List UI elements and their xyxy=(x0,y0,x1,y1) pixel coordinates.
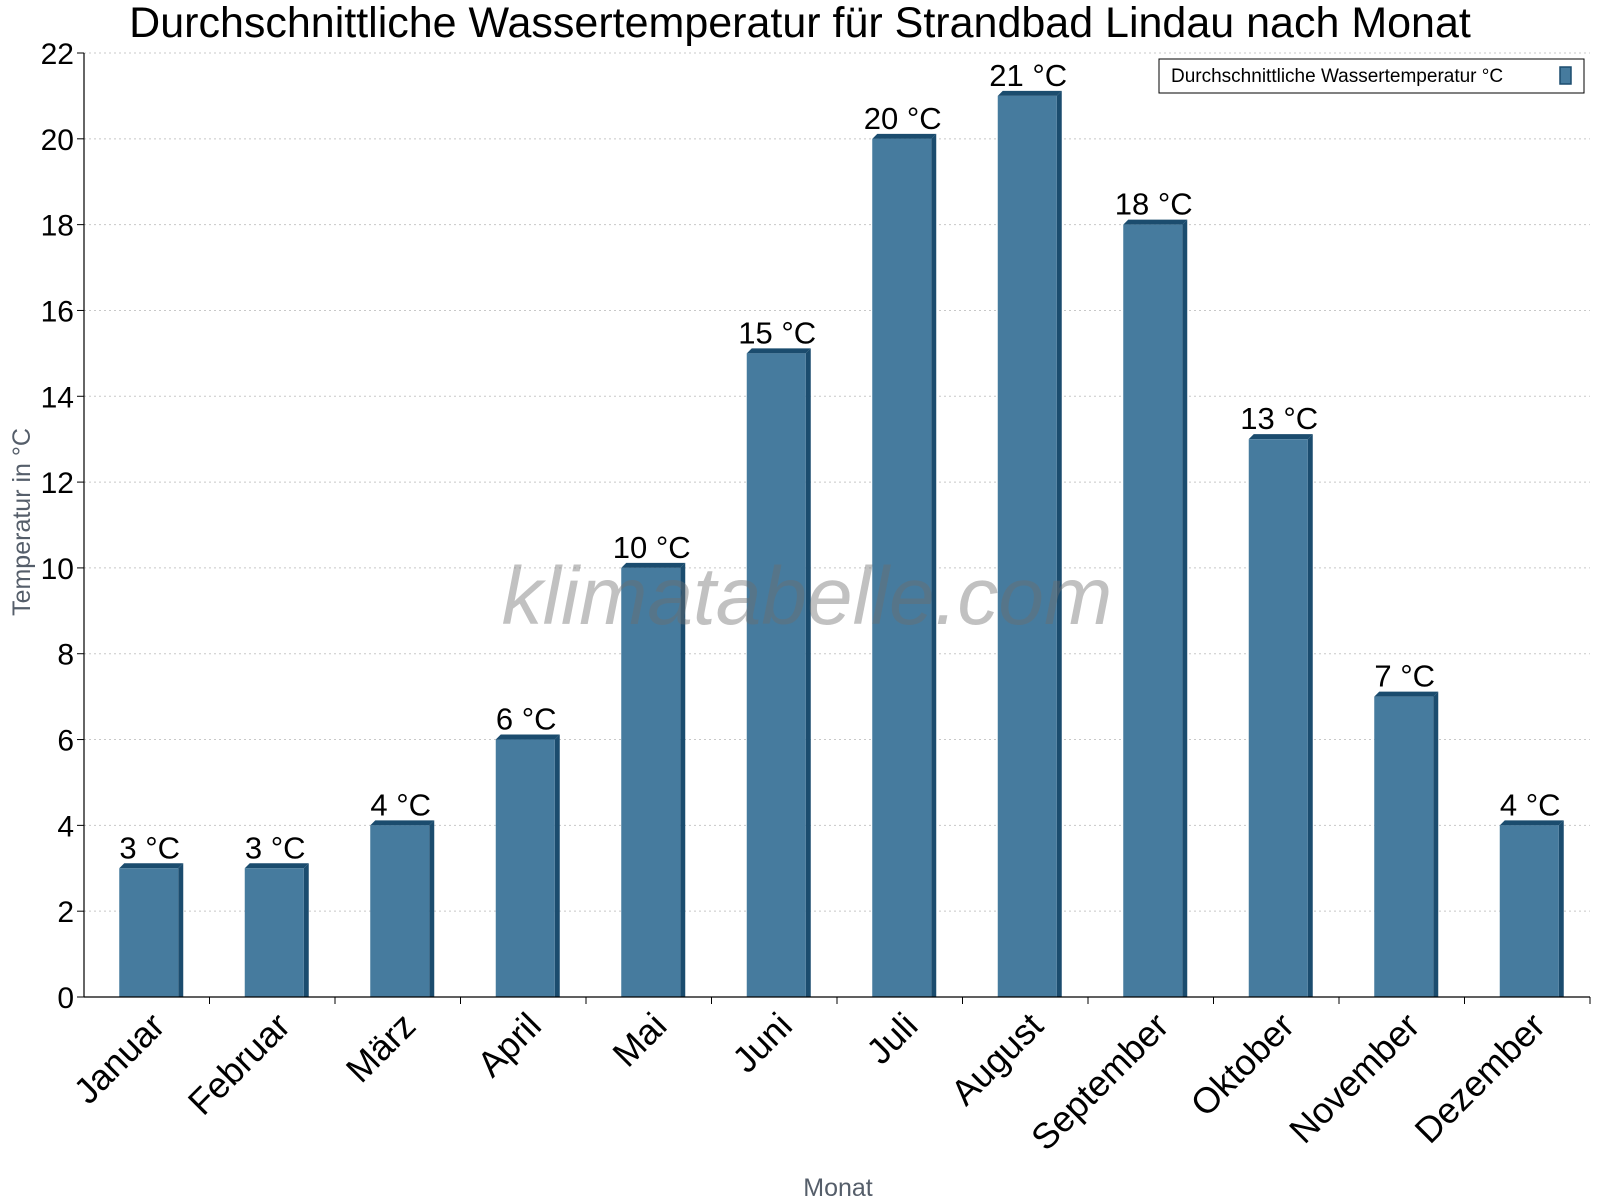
bar-front xyxy=(1248,439,1308,997)
bar-front xyxy=(997,95,1057,998)
data-label: 18 °C xyxy=(1115,187,1193,222)
bar-side xyxy=(1182,219,1188,998)
bar xyxy=(1374,691,1439,997)
bar xyxy=(1123,219,1188,998)
y-tick-label: 22 xyxy=(41,38,74,71)
bar xyxy=(244,863,309,997)
bar xyxy=(1499,820,1564,997)
bar-front xyxy=(872,138,932,997)
x-tick-label: November xyxy=(1281,1005,1427,1151)
y-tick-label: 14 xyxy=(41,381,74,414)
data-label: 3 °C xyxy=(245,830,306,865)
bar xyxy=(495,734,560,997)
x-axis-title: Monat xyxy=(803,1174,873,1200)
bar-top xyxy=(1499,820,1564,826)
bar xyxy=(997,90,1062,998)
legend: Durchschnittliche Wassertemperatur °C xyxy=(1158,58,1585,94)
bar-side xyxy=(805,348,811,997)
bar xyxy=(119,863,184,997)
bar-side xyxy=(1307,434,1313,997)
bar-side xyxy=(1558,820,1564,997)
y-tick-label: 20 xyxy=(41,124,74,157)
bar-top xyxy=(997,90,1062,96)
bar-front xyxy=(495,739,555,997)
data-label: 21 °C xyxy=(989,58,1067,93)
bar-side xyxy=(178,863,184,997)
bar-front xyxy=(1374,696,1434,997)
y-axis-ticks: 0 2 4 6 8 10 12 14 16 18 20 22 xyxy=(41,38,84,1015)
bar-top xyxy=(746,348,811,354)
legend-swatch xyxy=(1559,66,1572,85)
bar xyxy=(370,820,435,997)
bar-top xyxy=(872,133,937,139)
y-tick-label: 2 xyxy=(57,896,74,929)
data-label: 3 °C xyxy=(119,830,180,865)
bar-front xyxy=(746,353,806,997)
watermark: klimatabelle.com xyxy=(502,551,1113,642)
chart-title: Durchschnittliche Wassertemperatur für S… xyxy=(129,0,1471,47)
bar-side xyxy=(303,863,309,997)
bar-side xyxy=(1433,691,1439,997)
bar xyxy=(1248,434,1313,997)
x-tick-label: Oktober xyxy=(1182,1005,1302,1125)
data-label: 15 °C xyxy=(738,315,816,350)
x-tick-label: September xyxy=(1023,1005,1177,1159)
data-label: 13 °C xyxy=(1240,401,1318,436)
y-tick-label: 6 xyxy=(57,725,74,758)
data-label: 4 °C xyxy=(1500,787,1561,822)
y-tick-label: 16 xyxy=(41,295,74,328)
bar-front xyxy=(370,825,430,997)
bar-front xyxy=(1123,224,1183,998)
x-tick-label: Mai xyxy=(604,1005,674,1075)
y-tick-label: 10 xyxy=(41,553,74,586)
bar-side xyxy=(1056,90,1062,998)
data-label: 4 °C xyxy=(370,787,431,822)
data-label: 6 °C xyxy=(496,702,557,737)
y-tick-label: 0 xyxy=(57,982,74,1015)
bar-side xyxy=(931,133,937,997)
y-tick-label: 18 xyxy=(41,210,74,243)
x-tick-label: Dezember xyxy=(1406,1005,1552,1151)
x-axis-ticks: Januar Februar März April Mai Juni Juli AugustS… xyxy=(66,997,1591,1159)
bar-front xyxy=(244,868,304,997)
bar-front xyxy=(621,567,681,997)
bar-front xyxy=(119,868,179,997)
y-axis-title: Temperatur in °C xyxy=(8,428,36,616)
x-tick-label: Februar xyxy=(180,1005,298,1123)
bar-top xyxy=(370,820,435,826)
bar-top xyxy=(1374,691,1439,697)
bar-top xyxy=(119,863,184,869)
gridlines xyxy=(84,52,1590,912)
data-labels: 3 °C 3 °C 4 °C 6 °C 10 °C 15 °C 20 °C 21 °C 18 °… xyxy=(119,58,1560,865)
x-tick-label: März xyxy=(338,1005,424,1091)
bars xyxy=(119,90,1564,998)
bar-top xyxy=(1123,219,1188,225)
legend-label: Durchschnittliche Wassertemperatur °C xyxy=(1171,66,1503,87)
y-tick-label: 4 xyxy=(57,810,74,843)
legend-box xyxy=(1158,58,1585,94)
x-tick-label: April xyxy=(469,1005,549,1085)
bar xyxy=(872,133,937,997)
x-tick-label: Juli xyxy=(858,1005,925,1072)
data-label: 7 °C xyxy=(1374,659,1435,694)
y-tick-label: 12 xyxy=(41,467,74,500)
bar xyxy=(746,348,811,997)
bar xyxy=(621,562,686,997)
bar-side xyxy=(680,562,686,997)
bar-top xyxy=(621,562,686,568)
x-tick-label: August xyxy=(943,1005,1051,1113)
x-tick-label: Januar xyxy=(66,1005,173,1112)
bar-front xyxy=(1499,825,1559,997)
bar-top xyxy=(1248,434,1313,440)
data-label: 10 °C xyxy=(613,530,691,565)
y-tick-label: 8 xyxy=(57,639,74,672)
bar-top xyxy=(244,863,309,869)
bar-top xyxy=(495,734,560,740)
bar-side xyxy=(429,820,435,997)
data-label: 20 °C xyxy=(864,101,942,136)
x-tick-label: Juni xyxy=(724,1005,800,1081)
bar-side xyxy=(554,734,560,997)
